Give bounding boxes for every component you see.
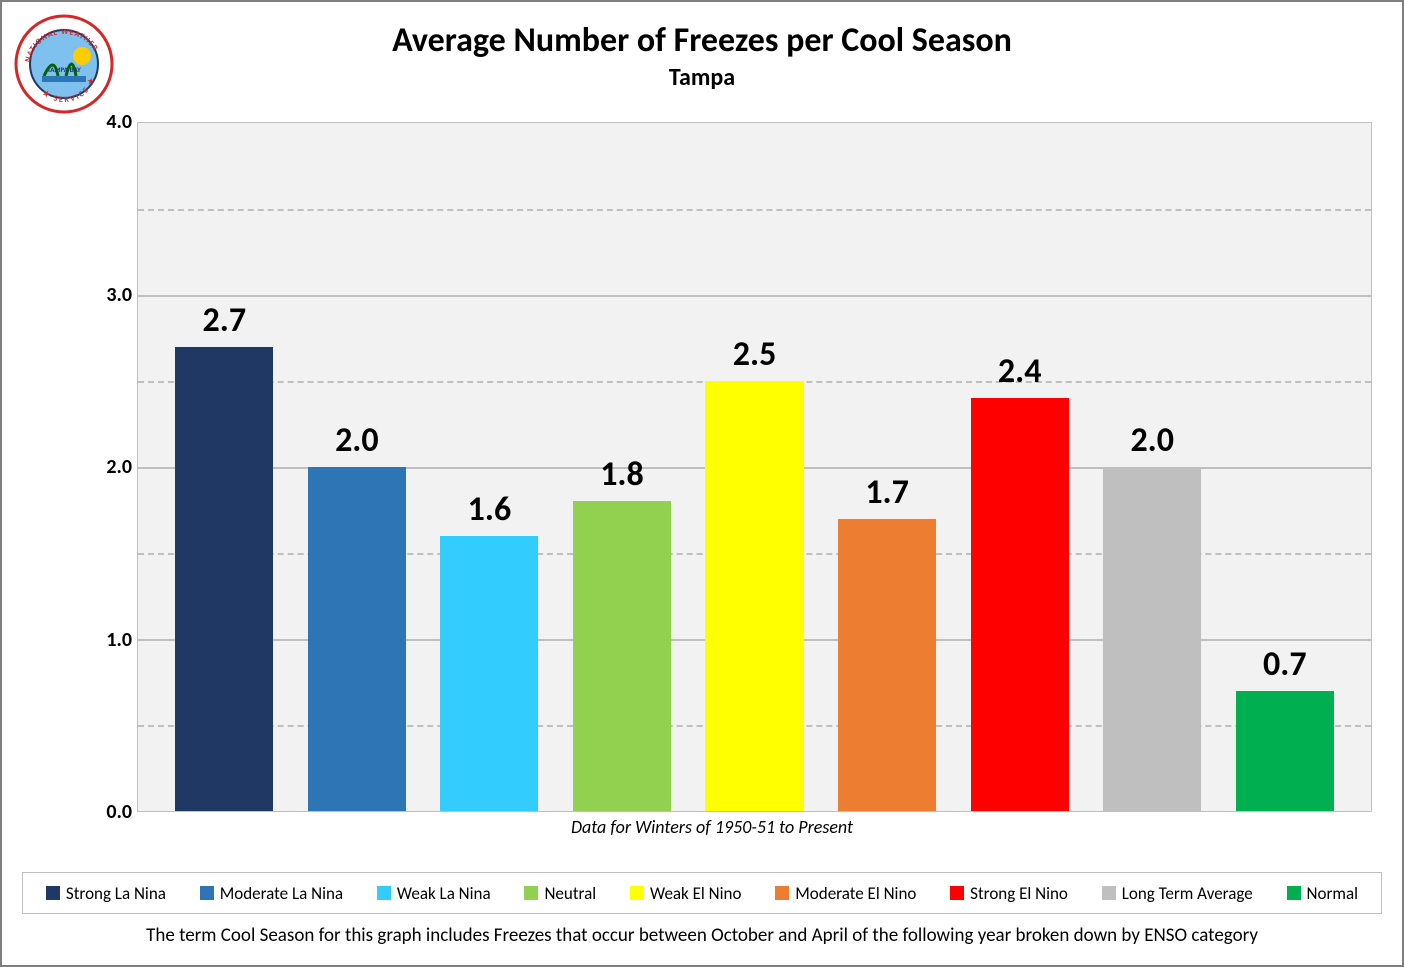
footnote: The term Cool Season for this graph incl… bbox=[2, 924, 1402, 947]
bar: 2.0 bbox=[308, 467, 406, 811]
legend-swatch bbox=[200, 886, 214, 900]
bar-value-label: 2.0 bbox=[335, 420, 379, 461]
bar-slot: 2.0 bbox=[1086, 123, 1219, 811]
bar-value-label: 1.6 bbox=[468, 489, 512, 530]
chart-caption: Data for Winters of 1950-51 to Present bbox=[42, 816, 1382, 838]
legend-label: Neutral bbox=[544, 883, 596, 904]
bar: 2.4 bbox=[971, 398, 1069, 811]
bar-slot: 2.0 bbox=[291, 123, 424, 811]
legend-swatch bbox=[1287, 886, 1301, 900]
legend-swatch bbox=[46, 886, 60, 900]
bar: 1.7 bbox=[838, 519, 936, 811]
legend-item: Normal bbox=[1287, 883, 1359, 904]
legend-label: Strong La Nina bbox=[66, 883, 166, 904]
legend-swatch bbox=[1102, 886, 1116, 900]
legend-item: Strong La Nina bbox=[46, 883, 166, 904]
chart-area: Average Number of Freezes 2.72.01.61.82.… bbox=[42, 122, 1382, 842]
bar-value-label: 2.4 bbox=[998, 351, 1042, 392]
legend-item: Weak El Nino bbox=[630, 883, 742, 904]
legend-item: Moderate La Nina bbox=[200, 883, 343, 904]
bar-value-label: 2.5 bbox=[733, 334, 777, 375]
bar: 1.6 bbox=[440, 536, 538, 811]
legend-item: Weak La Nina bbox=[377, 883, 491, 904]
legend-item: Neutral bbox=[524, 883, 596, 904]
legend-label: Weak La Nina bbox=[397, 883, 491, 904]
bar: 1.8 bbox=[573, 501, 671, 811]
bar: 2.5 bbox=[705, 381, 803, 811]
legend-label: Moderate La Nina bbox=[220, 883, 343, 904]
bar-slot: 2.7 bbox=[158, 123, 291, 811]
legend-item: Moderate El Nino bbox=[775, 883, 916, 904]
y-tick-label: 2.0 bbox=[97, 455, 132, 479]
legend-label: Strong El Nino bbox=[970, 883, 1068, 904]
bar-slot: 2.4 bbox=[953, 123, 1086, 811]
chart-title-block: Average Number of Freezes per Cool Seaso… bbox=[2, 2, 1402, 92]
bar-slot: 1.6 bbox=[423, 123, 556, 811]
y-tick-label: 0.0 bbox=[97, 800, 132, 824]
legend-swatch bbox=[377, 886, 391, 900]
bar: 0.7 bbox=[1236, 691, 1334, 811]
legend-label: Moderate El Nino bbox=[795, 883, 916, 904]
y-tick-label: 1.0 bbox=[97, 628, 132, 652]
bar-value-label: 2.7 bbox=[203, 300, 247, 341]
legend: Strong La Nina Moderate La Nina Weak La Ni… bbox=[22, 872, 1382, 914]
chart-subtitle: Tampa bbox=[2, 63, 1402, 92]
chart-title: Average Number of Freezes per Cool Seaso… bbox=[2, 20, 1402, 61]
nws-logo: NATIONAL WEATHER ★ SERVICE ★ TAMPA BAY bbox=[14, 14, 114, 114]
legend-label: Weak El Nino bbox=[650, 883, 742, 904]
y-tick-label: 4.0 bbox=[97, 110, 132, 134]
bar: 2.7 bbox=[175, 347, 273, 811]
legend-swatch bbox=[630, 886, 644, 900]
svg-text:TAMPA BAY: TAMPA BAY bbox=[47, 65, 81, 74]
bar-value-label: 0.7 bbox=[1263, 644, 1307, 685]
bar-value-label: 1.7 bbox=[865, 472, 909, 513]
bar-slot: 0.7 bbox=[1219, 123, 1352, 811]
bar-slot: 2.5 bbox=[688, 123, 821, 811]
legend-item: Strong El Nino bbox=[950, 883, 1068, 904]
legend-item: Long Term Average bbox=[1102, 883, 1253, 904]
legend-swatch bbox=[524, 886, 538, 900]
y-tick-label: 3.0 bbox=[97, 283, 132, 307]
bar: 2.0 bbox=[1103, 467, 1201, 811]
bar-slot: 1.8 bbox=[556, 123, 689, 811]
plot-area: 2.7 2.0 1.6 1.8 2.5 1.7 2.4 2.0 0.7 bbox=[137, 122, 1372, 812]
legend-swatch bbox=[950, 886, 964, 900]
legend-label: Long Term Average bbox=[1122, 883, 1253, 904]
bar-value-label: 1.8 bbox=[600, 454, 644, 495]
bars-container: 2.7 2.0 1.6 1.8 2.5 1.7 2.4 2.0 0.7 bbox=[138, 123, 1371, 811]
bar-slot: 1.7 bbox=[821, 123, 954, 811]
legend-label: Normal bbox=[1307, 883, 1359, 904]
bar-value-label: 2.0 bbox=[1130, 420, 1174, 461]
legend-swatch bbox=[775, 886, 789, 900]
